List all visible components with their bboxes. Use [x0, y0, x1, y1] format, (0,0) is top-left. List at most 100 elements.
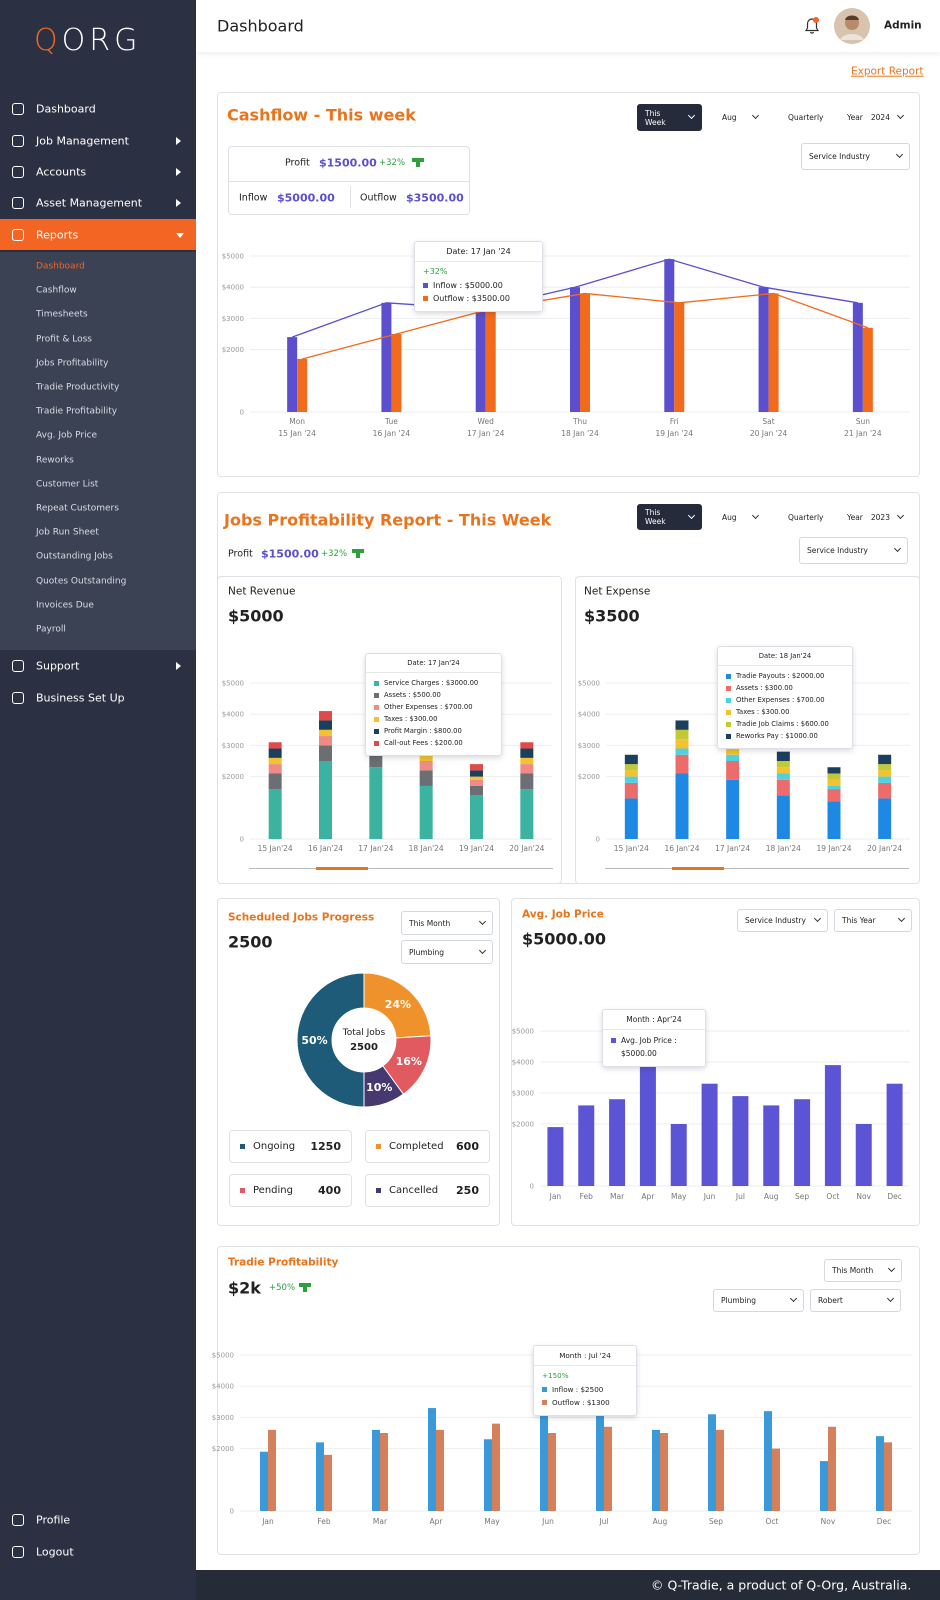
swatch — [376, 1188, 381, 1193]
submenu-item[interactable]: Dashboard — [36, 261, 85, 272]
up-arrow — [352, 549, 364, 558]
card-title: Cashflow - This week — [227, 105, 416, 125]
dropdown-label: Service Industry — [745, 916, 806, 925]
dropdown-label: Aug — [722, 113, 737, 122]
dropdown[interactable]: This Month — [824, 1259, 902, 1282]
dropdown[interactable]: This Year — [834, 909, 912, 932]
submenu-item[interactable]: Payroll — [36, 624, 66, 635]
menu-caret — [176, 137, 181, 145]
legend-count: 1250 — [310, 1140, 341, 1153]
dropdown-label: Year — [847, 113, 863, 122]
dropdown-label: Quarterly — [788, 512, 824, 522]
dropdown-label: This Week — [645, 108, 666, 127]
user-name: Admin — [884, 19, 922, 32]
summary-value: $5000.00 — [277, 191, 335, 205]
submenu-item[interactable]: Profit & Loss — [36, 334, 92, 345]
dropdown[interactable]: Service Industry — [799, 537, 908, 564]
dropdown-label: Quarterly — [788, 113, 824, 122]
card-value: $5000 — [228, 606, 284, 626]
card-value: $2k — [228, 1278, 261, 1298]
chevron — [751, 111, 760, 120]
menu-icon — [12, 692, 24, 704]
dropdown[interactable]: Aug — [714, 104, 766, 131]
tooltip-item: Assets : $500.00 — [384, 691, 441, 699]
dropdown[interactable]: This Month — [401, 911, 493, 935]
menu-item[interactable]: Job Management — [36, 134, 129, 148]
avatar[interactable] — [834, 8, 870, 44]
menu-item[interactable]: Logout — [36, 1545, 74, 1559]
dropdown[interactable]: Service Industry — [737, 909, 828, 932]
tooltip-change: +150% — [542, 1371, 569, 1380]
submenu-item[interactable]: Reworks — [36, 455, 74, 466]
dropdown-label: This Month — [832, 1266, 874, 1275]
menu-caret — [176, 662, 181, 670]
dropdown[interactable]: Aug — [714, 504, 766, 530]
dropdown[interactable]: Robert — [810, 1289, 901, 1312]
legend-count: 400 — [318, 1184, 341, 1197]
dropdown[interactable]: Year 2023 — [839, 504, 911, 530]
card-title: Net Expense — [584, 585, 651, 598]
menu-item[interactable]: Profile — [36, 1513, 71, 1527]
dropdown[interactable]: Plumbing — [713, 1289, 804, 1312]
dropdown-label: 2024 — [870, 113, 890, 122]
menu-item[interactable]: Asset Management — [36, 196, 143, 210]
tooltip-row: Outflow : $1300 — [534, 1396, 636, 1409]
dropdown-label: Service Industry — [807, 546, 868, 555]
tooltip: Month : Jul '24 +150% Inflow : $2500 Outflo… — [533, 1345, 637, 1416]
submenu-item[interactable]: Quotes Outstanding — [36, 576, 127, 587]
dropdown[interactable]: Quarterly — [780, 504, 830, 530]
dropdown[interactable]: Year 2024 — [839, 104, 911, 131]
tooltip-item: Profit Margin : $800.00 — [384, 727, 462, 735]
swatch — [542, 1387, 547, 1392]
tooltip-item: Assets : $300.00 — [736, 684, 793, 692]
dropdown[interactable]: This Week — [637, 504, 702, 530]
legend-count: 250 — [456, 1184, 479, 1197]
menu-icon — [12, 135, 24, 147]
tooltip-change: +32% — [423, 267, 448, 276]
menu-caret — [176, 168, 181, 176]
dropdown[interactable]: Service Industry — [801, 143, 910, 170]
dropdown-label: Robert — [818, 1296, 843, 1305]
legend-label: Pending — [253, 1185, 293, 1196]
menu-item[interactable]: Support — [36, 659, 80, 673]
menu-icon — [12, 229, 24, 241]
menu-icon — [12, 1546, 24, 1558]
notification-bell[interactable] — [803, 16, 821, 36]
tooltip-title: Date: 18 Jan'24 — [718, 647, 852, 666]
submenu-item[interactable]: Cashflow — [36, 285, 77, 296]
tooltip-row: Service Charges : $3000.00 — [366, 677, 501, 689]
submenu-item[interactable]: Avg. Job Price — [36, 430, 98, 441]
dropdown[interactable]: Quarterly — [780, 104, 830, 131]
export-report-link[interactable]: Export Report — [851, 65, 924, 78]
swatch — [374, 740, 379, 746]
legend-box: Completed 600 — [365, 1130, 490, 1163]
divider — [228, 181, 470, 182]
dropdown-label: Service Industry — [809, 152, 870, 161]
tooltip-row: Tradie Payouts : $2000.00 — [718, 670, 852, 682]
menu-item[interactable]: Reports — [36, 228, 79, 242]
tooltip-title: Date: 17 Jan'24 — [366, 654, 501, 673]
tooltip-item: Avg. Job Price : — [621, 1036, 677, 1045]
swatch — [726, 685, 731, 691]
tooltip-row: Inflow : $2500 — [534, 1383, 636, 1396]
chevron — [478, 946, 487, 954]
submenu-item[interactable]: Outstanding Jobs — [36, 551, 113, 562]
tooltip-row: Reworks Pay : $1000.00 — [718, 730, 852, 742]
submenu-item[interactable]: Timesheets — [36, 309, 88, 320]
submenu-item[interactable]: Invoices Due — [36, 600, 94, 611]
submenu-item[interactable]: Job Run Sheet — [36, 527, 99, 538]
menu-item[interactable]: Dashboard — [36, 102, 96, 116]
menu-item[interactable]: Accounts — [36, 165, 87, 179]
submenu-item[interactable]: Customer List — [36, 479, 99, 490]
swatch — [376, 1144, 381, 1149]
menu-item[interactable]: Business Set Up — [36, 691, 125, 705]
dropdown[interactable]: This Week — [637, 104, 702, 131]
submenu-item[interactable]: Repeat Customers — [36, 503, 119, 514]
dropdown-label: Plumbing — [721, 1296, 757, 1305]
submenu-item[interactable]: Tradie Profitability — [36, 406, 118, 417]
dropdown[interactable]: Plumbing — [401, 940, 493, 964]
submenu-item[interactable]: Jobs Profitability — [36, 358, 109, 369]
tooltip-item: Other Expenses : $700.00 — [736, 696, 825, 704]
submenu-item[interactable]: Tradie Productivity — [36, 382, 120, 393]
summary-value: $1500.00 — [319, 156, 377, 170]
